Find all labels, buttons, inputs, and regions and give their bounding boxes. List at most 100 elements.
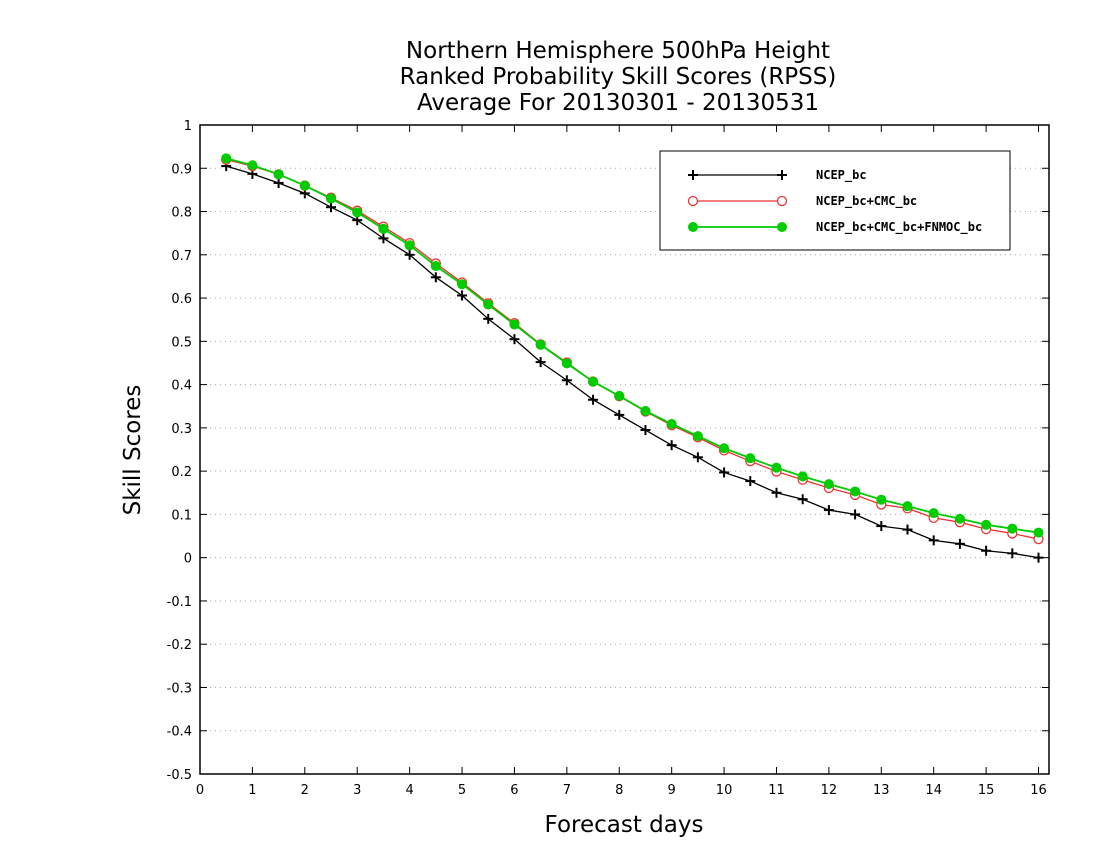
x-tick-label: 7 bbox=[563, 783, 571, 798]
data-point bbox=[876, 494, 887, 505]
data-point bbox=[745, 476, 756, 487]
x-tick-label: 0 bbox=[196, 783, 204, 798]
data-point bbox=[981, 545, 992, 556]
data-point bbox=[928, 535, 939, 546]
x-tick-label: 2 bbox=[301, 783, 309, 798]
x-tick-label: 11 bbox=[768, 783, 785, 798]
data-point bbox=[928, 508, 939, 519]
legend-label: NCEP_bc bbox=[816, 168, 867, 183]
x-tick-label: 6 bbox=[510, 783, 518, 798]
data-point bbox=[326, 193, 337, 204]
data-point bbox=[378, 233, 389, 244]
data-point bbox=[666, 418, 677, 429]
x-tick-label: 10 bbox=[716, 783, 733, 798]
data-point bbox=[850, 509, 861, 520]
data-point bbox=[777, 170, 787, 180]
y-tick-label: 0.1 bbox=[171, 508, 192, 523]
title-line-2: Ranked Probability Skill Scores (RPSS) bbox=[400, 64, 837, 90]
chart-title: Northern Hemisphere 500hPa Height Ranked… bbox=[400, 38, 837, 116]
y-tick-label: -0.2 bbox=[167, 638, 192, 653]
data-point bbox=[535, 357, 546, 368]
y-tick-label: 0.2 bbox=[171, 465, 192, 480]
data-point bbox=[687, 195, 699, 207]
data-point bbox=[954, 538, 965, 549]
y-tick-label: 0 bbox=[184, 552, 192, 567]
data-point bbox=[326, 202, 337, 213]
data-point bbox=[273, 177, 284, 188]
data-series bbox=[221, 153, 1044, 563]
data-point bbox=[692, 431, 703, 442]
data-point bbox=[273, 169, 284, 180]
legend-entry-0: NCEP_bc bbox=[688, 168, 867, 183]
data-point bbox=[745, 453, 756, 464]
data-point bbox=[430, 261, 441, 272]
y-tick-label: 0.8 bbox=[171, 206, 192, 221]
data-point bbox=[719, 467, 730, 478]
y-tick-label: 0.5 bbox=[171, 335, 192, 350]
data-point bbox=[666, 440, 677, 451]
data-point bbox=[1007, 523, 1018, 534]
data-point bbox=[688, 170, 698, 180]
y-tick-label: 1 bbox=[184, 119, 192, 134]
x-tick-label: 1 bbox=[248, 783, 256, 798]
gridlines bbox=[200, 167, 1049, 732]
x-tick-label: 3 bbox=[353, 783, 361, 798]
legend-entry-2: NCEP_bc+CMC_bc+FNMOC_bc bbox=[688, 220, 982, 235]
y-tick-label: -0.4 bbox=[167, 725, 192, 740]
legend-label: NCEP_bc+CMC_bc bbox=[816, 194, 917, 209]
data-point bbox=[588, 376, 599, 387]
data-point bbox=[688, 222, 698, 232]
data-point bbox=[378, 223, 389, 234]
data-point bbox=[719, 443, 730, 454]
y-tick-label: 0.3 bbox=[171, 422, 192, 437]
x-tick-label: 9 bbox=[668, 783, 676, 798]
y-tick-label: -0.1 bbox=[167, 595, 192, 610]
data-point bbox=[588, 394, 599, 405]
data-point bbox=[352, 207, 363, 218]
data-point bbox=[614, 409, 625, 420]
data-point bbox=[823, 505, 834, 516]
data-point bbox=[797, 494, 808, 505]
x-tick-label: 12 bbox=[821, 783, 838, 798]
x-tick-label: 5 bbox=[458, 783, 466, 798]
data-point bbox=[483, 313, 494, 324]
data-point bbox=[299, 180, 310, 191]
data-point bbox=[692, 452, 703, 463]
data-point bbox=[404, 240, 415, 251]
data-point bbox=[876, 521, 887, 532]
data-point bbox=[954, 513, 965, 524]
data-point bbox=[640, 405, 651, 416]
title-line-1: Northern Hemisphere 500hPa Height bbox=[406, 38, 830, 64]
data-point bbox=[247, 160, 258, 171]
data-point bbox=[981, 519, 992, 530]
data-point bbox=[614, 390, 625, 401]
x-tick-label: 4 bbox=[405, 783, 413, 798]
data-point bbox=[404, 249, 415, 260]
axis-ticks: -0.5 -0.4 -0.3 -0.2 -0.1 0 0.1 0.2 0.3 0.4 0.5 0.6 0… bbox=[167, 119, 1049, 798]
y-tick-label: -0.3 bbox=[167, 681, 192, 696]
data-point bbox=[902, 524, 913, 535]
series-2 bbox=[221, 153, 1044, 538]
data-point bbox=[221, 153, 232, 164]
data-point bbox=[797, 471, 808, 482]
data-point bbox=[640, 425, 651, 436]
y-tick-label: 0.7 bbox=[171, 249, 192, 264]
x-tick-label: 16 bbox=[1030, 783, 1047, 798]
data-point bbox=[535, 339, 546, 350]
y-axis-label: Skill Scores bbox=[120, 385, 146, 516]
data-point bbox=[509, 319, 520, 330]
data-point bbox=[771, 487, 782, 498]
data-point bbox=[850, 486, 861, 497]
legend-entry-1: NCEP_bc+CMC_bc bbox=[687, 194, 917, 209]
data-point bbox=[457, 290, 468, 301]
legend-label: NCEP_bc+CMC_bc+FNMOC_bc bbox=[816, 220, 982, 235]
x-tick-label: 8 bbox=[615, 783, 623, 798]
data-point bbox=[509, 334, 520, 345]
plot-frame bbox=[199, 124, 1050, 775]
data-point bbox=[561, 375, 572, 386]
data-point bbox=[823, 479, 834, 490]
y-tick-label: 0.6 bbox=[171, 292, 192, 307]
data-point bbox=[1033, 527, 1044, 538]
data-point bbox=[771, 462, 782, 473]
x-tick-label: 13 bbox=[873, 783, 890, 798]
